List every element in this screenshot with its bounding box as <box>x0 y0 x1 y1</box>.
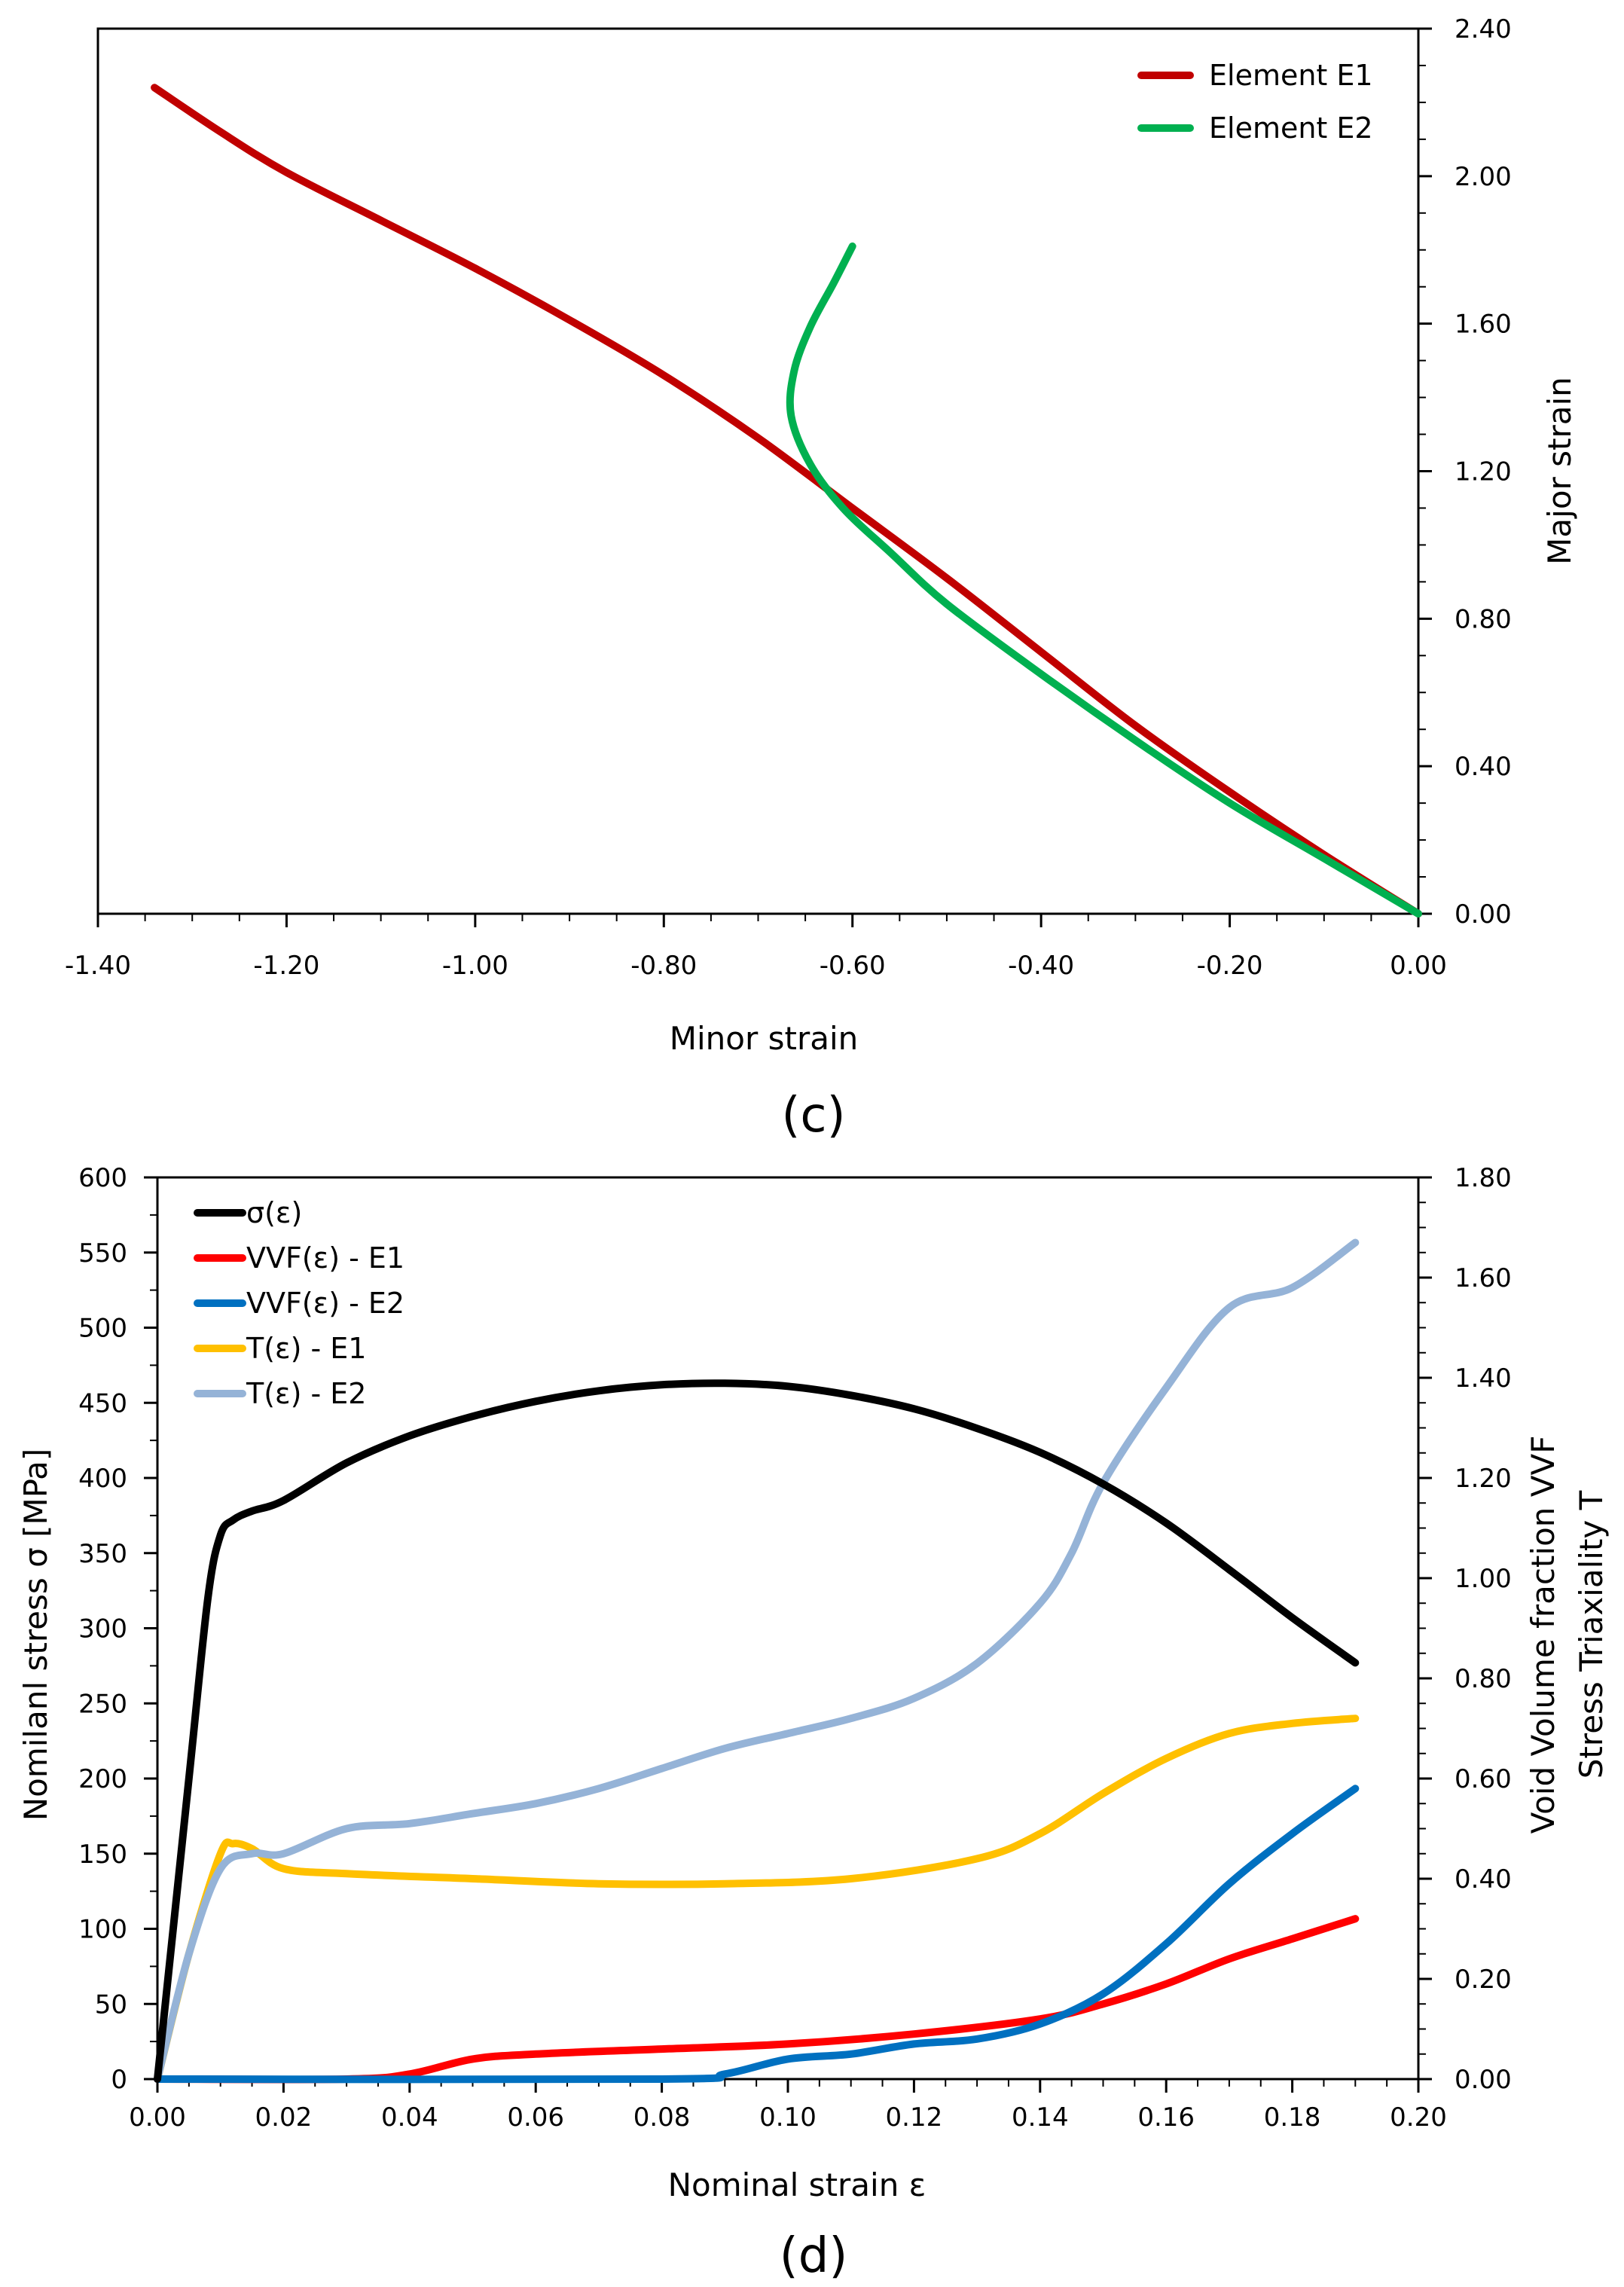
legend-label-c-2: Element E2 <box>1209 111 1373 145</box>
x-axis-title-d: Nominal strain ε <box>668 2166 926 2203</box>
x-tick-label-c: -0.20 <box>1197 951 1263 981</box>
series-line-d-4 <box>154 1714 1360 2083</box>
x-tick-label-d: 0.08 <box>633 2102 691 2133</box>
y-tick-label-right-d: 1.80 <box>1455 1163 1512 1193</box>
x-tick-label-d: 0.10 <box>759 2102 817 2133</box>
x-tick-label-d: 0.20 <box>1390 2102 1447 2133</box>
y-tick-label-right-d: 1.60 <box>1455 1263 1512 1293</box>
y-axis-title-right-1-d: Void Volume fraction VVF <box>1525 1436 1561 1834</box>
x-tick-label-d: 0.02 <box>255 2102 313 2133</box>
y-tick-label-right-d: 0.60 <box>1455 1764 1512 1794</box>
y-tick-label-left-d: 300 <box>78 1614 127 1644</box>
y-tick-label-right-d: 1.40 <box>1455 1363 1512 1394</box>
x-tick-labels-c: -1.40 -1.20 -1.00 -0.80 -0.60 -0.40 -0.20 0.00 <box>65 951 1447 981</box>
y-tick-label-left-d: 550 <box>78 1238 127 1269</box>
y-tick-label-right-d: 0.40 <box>1455 1864 1512 1895</box>
panel-label-c: (c) <box>781 1088 845 1144</box>
x-tick-label-c: -1.40 <box>65 951 131 981</box>
y-tick-labels-c: 0.00 0.40 0.80 1.20 1.60 2.00 2.40 <box>1455 14 1512 930</box>
y-tick-label-left-d: 350 <box>78 1539 127 1569</box>
x-tick-label-c: -0.60 <box>820 951 886 981</box>
y-tick-label-right-d: 0.20 <box>1455 1965 1512 1995</box>
series-line-d-5 <box>154 1238 1360 2083</box>
y-tick-label-left-d: 400 <box>78 1464 127 1494</box>
x-tick-label-c: 0.00 <box>1390 951 1447 981</box>
series-line-c-2 <box>786 242 1422 918</box>
y-tick-label-left-d: 250 <box>78 1689 127 1719</box>
legend-label-d-5: T(ε) - E2 <box>246 1377 366 1410</box>
y-axis-title-right-2-d: Stress Triaxiality T <box>1573 1490 1610 1779</box>
y-tick-label-c: 1.20 <box>1455 457 1512 487</box>
tick-marks-c <box>96 27 1432 927</box>
chart-c-major-vs-minor-strain: -1.40 -1.20 -1.00 -0.80 -0.60 -0.40 -0.20 0.00 … <box>65 14 1578 1144</box>
y-tick-label-left-d: 200 <box>78 1764 127 1794</box>
y-tick-label-left-d: 50 <box>95 1989 127 2020</box>
x-tick-labels-d: 0.00 0.02 0.04 0.06 0.08 0.10 0.12 0.14 0.16 0.18… <box>129 2102 1447 2133</box>
x-tick-label-c: -1.20 <box>253 951 319 981</box>
x-tick-label-c: -0.80 <box>630 951 697 981</box>
y-tick-label-left-d: 0 <box>111 2065 127 2095</box>
y-tick-label-c: 0.80 <box>1455 604 1512 634</box>
legend-label-d-3: VVF(ε) - E2 <box>246 1287 404 1320</box>
y-tick-labels-right-d: 0.00 0.20 0.40 0.60 0.80 1.00 1.20 1.40 1.60 1.80 <box>1455 1163 1512 2095</box>
x-tick-label-c: -1.00 <box>442 951 508 981</box>
x-tick-label-d: 0.06 <box>507 2102 564 2133</box>
y-tick-label-left-d: 600 <box>78 1163 127 1193</box>
panel-label-d: (d) <box>780 2228 848 2284</box>
y-tick-label-c: 1.60 <box>1455 310 1512 340</box>
x-axis-title-c: Minor strain <box>670 1020 858 1057</box>
legend-label-d-4: T(ε) - E1 <box>246 1332 366 1365</box>
series-line-c-1 <box>151 84 1422 918</box>
y-tick-label-left-d: 100 <box>78 1915 127 1945</box>
series-group-d <box>154 1238 1360 2084</box>
legend-label-d-2: VVF(ε) - E1 <box>246 1241 404 1275</box>
y-tick-label-c: 2.00 <box>1455 162 1512 192</box>
y-axis-title-left-d: Nomilanl stress σ [MPa] <box>17 1449 54 1821</box>
x-tick-label-c: -0.40 <box>1008 951 1074 981</box>
x-tick-label-d: 0.18 <box>1264 2102 1321 2133</box>
y-tick-label-left-d: 450 <box>78 1388 127 1418</box>
legend-c: Element E1 Element E2 <box>1137 59 1373 145</box>
x-tick-label-d: 0.14 <box>1012 2102 1069 2133</box>
chart-d-stress-vvf-triaxiality: 0.00 0.02 0.04 0.06 0.08 0.10 0.12 0.14 0.16 0.18… <box>17 1163 1610 2284</box>
legend-label-d-1: σ(ε) <box>246 1196 302 1229</box>
y-tick-label-right-d: 1.00 <box>1455 1564 1512 1594</box>
y-axis-title-c: Major strain <box>1541 377 1578 565</box>
y-tick-label-right-d: 0.80 <box>1455 1664 1512 1694</box>
y-tick-label-c: 0.00 <box>1455 899 1512 930</box>
series-group-c <box>151 84 1422 918</box>
legend-label-c-1: Element E1 <box>1209 59 1373 92</box>
y-tick-label-right-d: 1.20 <box>1455 1464 1512 1494</box>
x-tick-label-d: 0.04 <box>381 2102 438 2133</box>
y-tick-label-right-d: 0.00 <box>1455 2065 1512 2095</box>
y-tick-label-c: 2.40 <box>1455 14 1512 44</box>
x-tick-label-d: 0.12 <box>886 2102 943 2133</box>
plot-frame-c <box>96 27 1420 915</box>
y-tick-labels-left-d: 0 50 100 150 200 250 300 350 400 450 500 550 600 <box>78 1163 127 2095</box>
x-tick-label-d: 0.16 <box>1137 2102 1195 2133</box>
series-line-d-2 <box>154 1915 1360 2084</box>
legend-d: σ(ε) VVF(ε) - E1 VVF(ε) - E2 T(ε) - E1 T(ε) … <box>194 1196 404 1410</box>
y-tick-label-left-d: 500 <box>78 1314 127 1344</box>
series-line-d-3 <box>154 1785 1360 2084</box>
x-tick-label-d: 0.00 <box>129 2102 186 2133</box>
y-tick-label-left-d: 150 <box>78 1840 127 1870</box>
series-line-d-1 <box>154 1379 1360 2083</box>
y-tick-label-c: 0.40 <box>1455 752 1512 782</box>
